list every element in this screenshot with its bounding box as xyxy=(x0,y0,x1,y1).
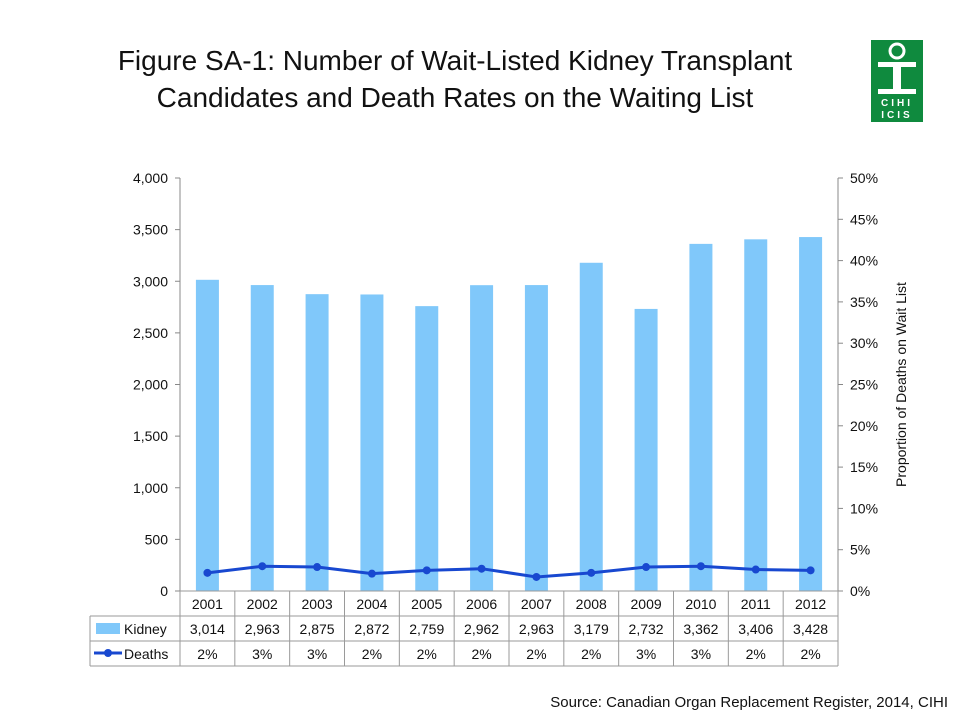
left-axis-tick-label: 4,000 xyxy=(133,170,168,186)
right-axis-tick-label: 20% xyxy=(850,418,878,434)
left-axis-tick-label: 0 xyxy=(160,583,168,599)
bar-kidney-2001 xyxy=(195,279,219,591)
right-axis-tick-label: 50% xyxy=(850,170,878,186)
data-label-deaths: 3% xyxy=(252,646,272,662)
x-tick-label: 2011 xyxy=(741,596,771,612)
data-label-deaths: 2% xyxy=(526,646,546,662)
x-tick-label: 2009 xyxy=(631,596,662,612)
x-tick-label: 2008 xyxy=(576,596,607,612)
data-label-deaths: 2% xyxy=(746,646,766,662)
left-axis-tick-label: 3,500 xyxy=(133,222,168,238)
data-label-kidney: 2,962 xyxy=(464,621,499,637)
data-label-deaths: 2% xyxy=(197,646,217,662)
legend-label-kidney: Kidney xyxy=(124,621,167,637)
right-axis-tick-label: 40% xyxy=(850,253,878,269)
data-label-kidney: 2,872 xyxy=(354,621,389,637)
bar-kidney-2003 xyxy=(305,294,329,591)
data-label-kidney: 2,963 xyxy=(519,621,554,637)
point-deaths-2001 xyxy=(203,568,212,577)
x-tick-label: 2003 xyxy=(302,596,333,612)
data-label-kidney: 2,732 xyxy=(629,621,664,637)
left-axis-tick-label: 1,500 xyxy=(133,428,168,444)
data-label-kidney: 2,963 xyxy=(245,621,280,637)
right-axis-tick-label: 0% xyxy=(850,583,870,599)
bar-kidney-2009 xyxy=(634,308,658,591)
data-label-kidney: 3,406 xyxy=(738,621,773,637)
point-deaths-2012 xyxy=(806,566,815,575)
right-axis-tick-label: 45% xyxy=(850,211,878,227)
source-note: Source: Canadian Organ Replacement Regis… xyxy=(550,694,948,711)
x-tick-label: 2007 xyxy=(521,596,552,612)
x-tick-label: 2005 xyxy=(411,596,442,612)
data-label-kidney: 3,428 xyxy=(793,621,828,637)
right-axis-tick-label: 15% xyxy=(850,459,878,475)
x-tick-label: 2002 xyxy=(247,596,278,612)
right-axis-tick-label: 10% xyxy=(850,500,878,516)
data-label-kidney: 2,759 xyxy=(409,621,444,637)
x-tick-label: 2004 xyxy=(356,596,387,612)
data-label-deaths: 3% xyxy=(636,646,656,662)
x-tick-label: 2006 xyxy=(466,596,497,612)
left-axis-tick-label: 2,000 xyxy=(133,377,168,393)
right-axis-tick-label: 35% xyxy=(850,294,878,310)
point-deaths-2008 xyxy=(587,568,596,577)
bar-kidney-2008 xyxy=(579,262,603,591)
chart-title-line-1: Figure SA-1: Number of Wait-Listed Kidne… xyxy=(117,45,793,76)
point-deaths-2010 xyxy=(696,562,705,571)
bar-kidney-2010 xyxy=(689,243,713,591)
point-deaths-2005 xyxy=(422,566,431,575)
legend-key-kidney xyxy=(96,623,120,634)
point-deaths-2011 xyxy=(751,565,760,574)
chart-title-line-2: Candidates and Death Rates on the Waitin… xyxy=(156,82,754,113)
cihi-logo: CIHI ICIS xyxy=(871,40,923,122)
left-axis-tick-label: 1,000 xyxy=(133,480,168,496)
chart-title: Figure SA-1: Number of Wait-Listed Kidne… xyxy=(40,42,870,116)
x-tick-label: 2010 xyxy=(685,596,716,612)
data-label-deaths: 3% xyxy=(307,646,327,662)
logo-text-bottom: ICIS xyxy=(881,110,912,121)
data-label-kidney: 3,014 xyxy=(190,621,225,637)
bar-kidney-2007 xyxy=(524,285,548,591)
right-axis-tick-label: 25% xyxy=(850,377,878,393)
bar-kidney-2012 xyxy=(799,237,823,591)
right-axis-tick-label: 30% xyxy=(850,335,878,351)
left-axis-tick-label: 2,500 xyxy=(133,325,168,341)
data-label-deaths: 2% xyxy=(362,646,382,662)
data-label-deaths: 2% xyxy=(471,646,491,662)
logo-text-top: CIHI xyxy=(881,98,913,109)
line-deaths xyxy=(207,564,811,579)
data-label-deaths: 2% xyxy=(417,646,437,662)
point-deaths-2004 xyxy=(367,569,376,578)
data-label-deaths: 2% xyxy=(800,646,820,662)
bar-kidney-2005 xyxy=(415,306,439,591)
point-deaths-2006 xyxy=(477,564,486,573)
data-label-kidney: 3,179 xyxy=(574,621,609,637)
right-axis-tick-label: 5% xyxy=(850,542,870,558)
x-tick-label: 2012 xyxy=(795,596,826,612)
bar-kidney-2002 xyxy=(250,285,274,591)
data-label-deaths: 3% xyxy=(691,646,711,662)
point-deaths-2002 xyxy=(258,562,267,571)
bar-kidney-2011 xyxy=(744,239,768,591)
point-deaths-2009 xyxy=(642,563,651,572)
data-label-kidney: 2,875 xyxy=(300,621,335,637)
right-axis-title: Proportion of Deaths on Wait List xyxy=(893,282,909,487)
data-label-deaths: 2% xyxy=(581,646,601,662)
left-axis-tick-label: 500 xyxy=(145,531,169,547)
cihi-logo-icon: CIHI ICIS xyxy=(878,42,916,121)
point-deaths-2003 xyxy=(313,563,322,572)
data-label-kidney: 3,362 xyxy=(683,621,718,637)
legend-label-deaths: Deaths xyxy=(124,646,168,662)
left-axis-tick-label: 3,000 xyxy=(133,273,168,289)
point-deaths-2007 xyxy=(532,572,541,581)
bar-kidney-2006 xyxy=(470,285,494,591)
legend-key-deaths-marker xyxy=(104,649,112,657)
bar-kidney-2004 xyxy=(360,294,384,591)
x-tick-label: 2001 xyxy=(192,596,223,612)
